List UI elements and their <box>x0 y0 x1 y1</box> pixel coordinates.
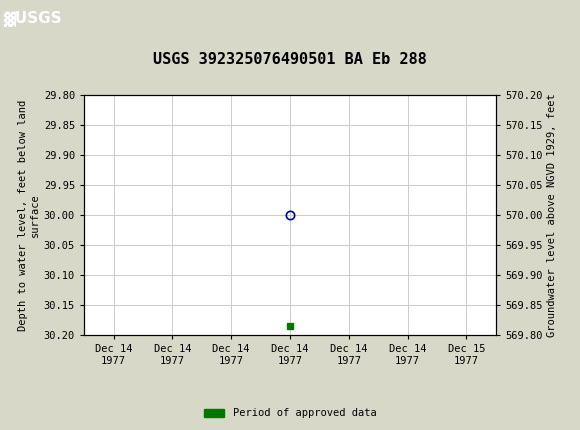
Text: USGS 392325076490501 BA Eb 288: USGS 392325076490501 BA Eb 288 <box>153 52 427 68</box>
Y-axis label: Depth to water level, feet below land
surface: Depth to water level, feet below land su… <box>18 100 39 331</box>
Y-axis label: Groundwater level above NGVD 1929, feet: Groundwater level above NGVD 1929, feet <box>546 94 557 337</box>
Text: ▓USGS: ▓USGS <box>3 10 61 25</box>
Legend: Period of approved data: Period of approved data <box>200 404 380 423</box>
